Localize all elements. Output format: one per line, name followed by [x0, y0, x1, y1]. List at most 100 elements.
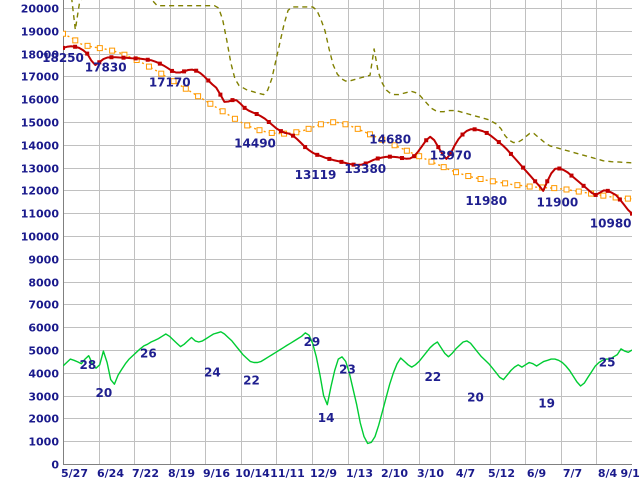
data-point-marker — [502, 180, 509, 187]
data-point-marker — [195, 93, 202, 100]
x-axis-tick-label: 4/7 — [456, 467, 475, 480]
data-point-marker — [219, 108, 226, 115]
x-axis-tick-label: 5/27 — [61, 467, 88, 480]
y-axis-tick-label: 17000 — [21, 71, 60, 84]
data-point-marker — [133, 56, 138, 61]
data-point-marker — [157, 61, 162, 66]
data-point-label: 29 — [304, 335, 321, 349]
data-point-label: 22 — [243, 374, 260, 388]
y-axis-tick-label: 13000 — [21, 163, 60, 176]
x-axis-tick-label: 7/22 — [132, 467, 159, 480]
data-point-marker — [303, 145, 308, 150]
data-point-label: 11980 — [465, 194, 507, 208]
data-point-label: 14490 — [234, 137, 276, 151]
x-axis-tick-label: 5/12 — [488, 467, 515, 480]
y-axis-tick-label: 4000 — [28, 368, 59, 381]
x-axis-tick-label: 8/4 — [598, 467, 618, 480]
data-point-marker — [526, 183, 533, 190]
y-axis-tick-label: 3000 — [28, 391, 59, 404]
data-point-marker — [339, 159, 344, 164]
y-axis-tick-label: 20000 — [21, 3, 60, 16]
series-path — [71, 0, 632, 164]
data-point-marker — [317, 121, 324, 128]
data-point-label: 18250 — [42, 51, 84, 65]
x-axis-tick-label: 9/11 — [621, 467, 640, 480]
data-point-marker — [617, 197, 622, 202]
data-point-marker — [563, 186, 570, 193]
data-point-marker — [557, 166, 562, 171]
data-point-marker — [416, 153, 423, 160]
data-point-marker — [375, 156, 380, 161]
data-point-marker — [244, 122, 251, 129]
data-point-marker — [327, 156, 332, 161]
y-axis-tick-label: 19000 — [21, 26, 60, 39]
data-point-label: 19 — [538, 396, 555, 410]
data-point-marker — [575, 188, 582, 195]
data-point-marker — [85, 51, 90, 56]
y-axis-tick-label: 5000 — [28, 345, 59, 358]
x-axis-tick-label: 3/10 — [417, 467, 444, 480]
data-point-marker — [354, 125, 361, 132]
data-point-marker — [351, 162, 356, 167]
data-point-marker — [315, 152, 320, 157]
series-path — [63, 331, 632, 445]
data-point-marker — [293, 129, 300, 136]
data-point-marker — [496, 140, 501, 145]
data-point-marker — [158, 70, 165, 77]
data-point-marker — [84, 42, 91, 49]
data-point-marker — [254, 112, 259, 117]
series-lines — [63, 0, 632, 445]
data-point-label: 23 — [339, 362, 356, 376]
data-point-marker — [440, 164, 447, 171]
data-point-label: 24 — [204, 366, 221, 380]
y-axis-tick-label: 0 — [51, 459, 59, 472]
data-point-marker — [278, 129, 283, 134]
data-point-marker — [630, 211, 632, 216]
data-point-marker — [305, 125, 312, 132]
data-point-marker — [194, 68, 199, 73]
data-point-marker — [569, 173, 574, 178]
x-axis-tick-label: 2/10 — [381, 467, 408, 480]
data-point-marker — [145, 63, 152, 70]
data-point-marker — [551, 185, 558, 192]
data-point-marker — [231, 115, 238, 122]
series-orange-dotted-upper — [63, 30, 632, 202]
data-point-marker — [109, 55, 114, 60]
data-point-marker — [452, 169, 459, 176]
data-point-label: 17170 — [149, 76, 191, 90]
data-point-marker — [266, 120, 271, 124]
data-point-label: 13119 — [295, 168, 337, 182]
series-path — [63, 45, 632, 215]
data-point-marker — [600, 192, 607, 199]
data-point-marker — [230, 98, 235, 103]
data-point-marker — [448, 151, 453, 156]
y-axis-tick-label: 11000 — [21, 208, 60, 221]
y-axis-tick-label: 16000 — [21, 94, 60, 107]
data-point-label: 22 — [424, 370, 441, 384]
y-axis-tick-label: 15000 — [21, 117, 60, 130]
y-axis-tick-label: 9000 — [28, 254, 59, 267]
data-point-marker — [624, 195, 631, 202]
series-red-main — [63, 44, 632, 216]
data-point-marker — [256, 127, 263, 134]
x-axis-tick-labels: 5/27 6/24 7/22 8/19 9/16 10/14 11/11 12/9 1/13 2/… — [61, 467, 640, 480]
data-point-marker — [96, 45, 103, 52]
data-point-marker — [72, 37, 79, 44]
data-point-label: 17830 — [85, 60, 127, 74]
data-point-marker — [63, 45, 65, 50]
data-point-marker — [379, 136, 386, 143]
data-point-label: 20 — [96, 386, 113, 400]
data-point-marker — [63, 30, 66, 37]
data-point-label: 14 — [318, 411, 335, 425]
data-point-marker — [403, 147, 410, 154]
y-axis-tick-label: 18000 — [21, 49, 60, 62]
data-point-label: 13970 — [430, 148, 472, 162]
data-point-marker — [268, 129, 275, 136]
data-point-marker — [484, 130, 489, 135]
data-point-marker — [472, 127, 477, 132]
x-axis-tick-label: 10/14 — [235, 467, 270, 480]
